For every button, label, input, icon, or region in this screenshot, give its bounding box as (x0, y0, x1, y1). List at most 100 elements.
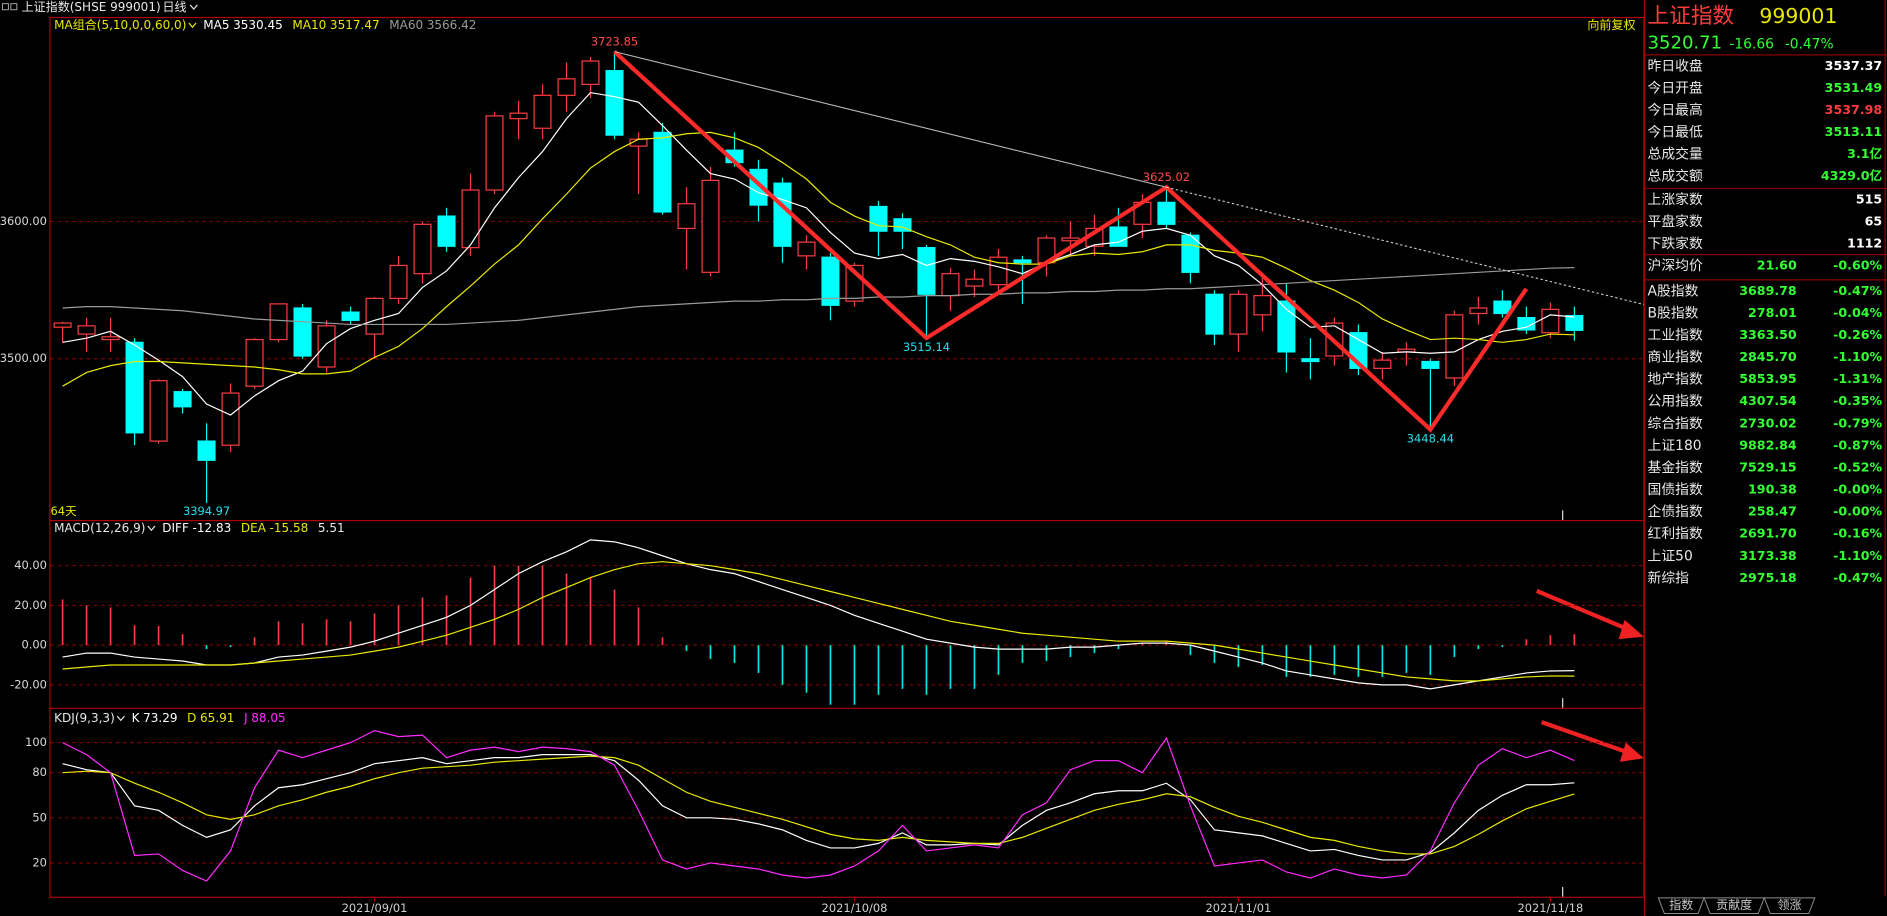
sidebar-label: 上证50 (1648, 548, 1693, 564)
sidebar-value: 3.1亿 (1847, 146, 1882, 161)
candle-body (821, 256, 840, 306)
candle-body (389, 264, 408, 299)
sidebar-change: -0.52% (1833, 459, 1882, 474)
y-tick-label: 20 (32, 855, 47, 869)
period-selector[interactable]: 日线 (162, 0, 186, 14)
legend-value: -15.58 (270, 521, 309, 535)
adjust-label[interactable]: 向前复权 (1587, 17, 1635, 32)
sidebar-change: -0.87% (1833, 437, 1882, 452)
candle-body (1229, 293, 1248, 335)
candle-body (413, 223, 432, 275)
candle-body (869, 205, 888, 232)
sidebar-value: 3513.11 (1825, 124, 1883, 139)
sidebar-change: -0.16% (1833, 526, 1882, 541)
icon (10, 3, 18, 11)
x-tick-label: 2021/09/01 (342, 901, 408, 915)
sidebar-value: 4307.54 (1739, 393, 1797, 408)
candle-body (1373, 359, 1392, 369)
indicator-title: MA组合(5,10,0,0,60,0) (54, 17, 186, 32)
sidebar-value: 515 (1856, 191, 1882, 206)
candle-body (893, 218, 912, 232)
sidebar-code: 999001 (1759, 4, 1837, 28)
legend-name: K (132, 711, 141, 725)
sidebar-label: 基金指数 (1648, 459, 1703, 476)
tab-label[interactable]: 指数 (1669, 897, 1693, 912)
sidebar-change: -1.10% (1833, 349, 1882, 364)
candle-body (149, 380, 168, 442)
dropdown-caret[interactable] (189, 4, 198, 11)
candle-body (677, 203, 696, 230)
icon (1, 3, 9, 11)
sidebar-label: 国债指数 (1648, 482, 1703, 498)
series-line (62, 91, 1575, 416)
candle-body (1277, 300, 1296, 353)
legend-value: 3517.47 (330, 18, 380, 32)
sidebar-value: 7529.15 (1739, 459, 1797, 474)
candle-body (197, 440, 216, 461)
x-tick-label: 2021/11/01 (1205, 901, 1271, 915)
candle-body (221, 392, 240, 446)
dropdown-caret[interactable] (147, 525, 156, 532)
candle-body (1517, 316, 1536, 331)
sidebar-label: 红利指数 (1648, 526, 1703, 542)
candle-body (341, 311, 360, 321)
sidebar-label: 下跌家数 (1648, 235, 1703, 252)
sidebar-change: -0.47% (1833, 570, 1882, 585)
sidebar-label: 今日最高 (1648, 101, 1703, 118)
dropdown-caret[interactable] (116, 715, 125, 722)
y-tick-label: -20.00 (10, 677, 47, 691)
sidebar-change: -0.47% (1833, 283, 1882, 298)
candle-body (1157, 201, 1176, 225)
tab[interactable] (1703, 897, 1765, 914)
sidebar-label: 上涨家数 (1648, 191, 1703, 208)
candle-body (797, 241, 816, 257)
sidebar-value: 258.47 (1748, 504, 1797, 519)
legend-name: MA10 (292, 18, 326, 32)
tab[interactable] (1763, 897, 1816, 914)
sidebar-label: 公用指数 (1648, 394, 1703, 410)
pivot-label: 3448.44 (1407, 432, 1454, 446)
sidebar-label: 平盘家数 (1648, 213, 1703, 230)
period-low-label: 3394.97 (183, 504, 230, 518)
trend-line (614, 51, 1167, 188)
candle-body (773, 182, 792, 247)
tab[interactable] (1657, 897, 1705, 914)
sidebar-change: -0.60% (1833, 258, 1882, 273)
candle-body (653, 131, 672, 213)
candle-body (437, 215, 456, 247)
trend-line-extension (1166, 186, 1645, 306)
candle-body (1541, 308, 1560, 334)
sidebar-change: -0.04% (1833, 305, 1882, 320)
dropdown-caret[interactable] (188, 22, 197, 29)
candle-body (317, 325, 336, 368)
candle-body (293, 307, 312, 357)
tab-label[interactable]: 领涨 (1778, 897, 1802, 912)
y-tick-label: 20.00 (14, 598, 47, 612)
sidebar-value: 5853.95 (1739, 371, 1797, 386)
sidebar-value: 65 (1865, 213, 1883, 228)
sidebar-value: 3173.38 (1739, 548, 1797, 563)
candle-body (1061, 237, 1080, 242)
candle-body (101, 336, 120, 341)
candle-body (605, 70, 624, 136)
candle-body (509, 112, 528, 120)
sidebar-price: 3520.71 (1648, 32, 1723, 53)
sidebar-label: 昨日收盘 (1648, 57, 1703, 74)
sidebar-value: 3531.49 (1825, 80, 1883, 95)
pivot-label: 3515.14 (903, 340, 950, 354)
tab-label[interactable]: 贡献度 (1716, 897, 1752, 912)
top-bar: 上证指数(SHSE 999001) 日线 (1, 0, 198, 14)
sidebar-label: A股指数 (1648, 283, 1699, 299)
sidebar-value: 1112 (1847, 236, 1882, 251)
candle-body (533, 94, 552, 129)
sidebar-name: 上证指数 (1648, 4, 1735, 29)
candle-body (1253, 295, 1272, 316)
legend-name: DIFF (162, 521, 189, 535)
series-line (62, 131, 1575, 387)
x-tick-label: 2021/10/08 (822, 901, 888, 915)
candle-body (485, 115, 504, 191)
legend-value: 65.91 (200, 711, 234, 725)
series-line (62, 755, 1575, 855)
sidebar-value: 2691.70 (1739, 526, 1797, 541)
